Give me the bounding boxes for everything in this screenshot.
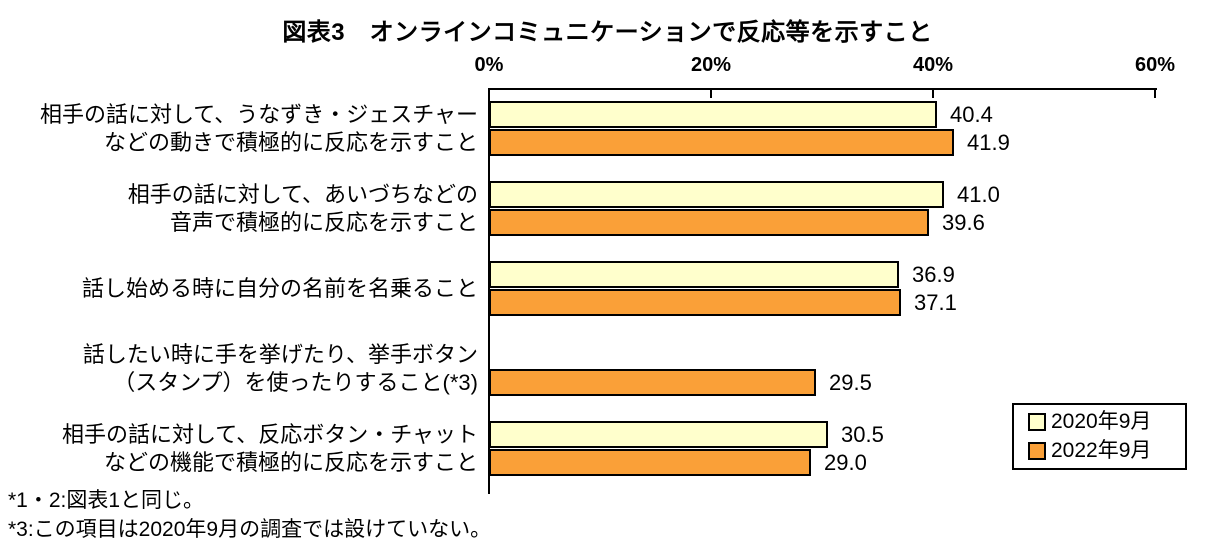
axis-tick-label: 0% <box>474 54 504 76</box>
value-label: 29.0 <box>824 450 867 475</box>
footnote-2: *3:この項目は2020年9月の調査では設けていない。 <box>8 518 492 541</box>
x-axis-line <box>489 88 1157 90</box>
bar-2020年9月 <box>489 421 828 448</box>
bar-2022年9月 <box>489 369 816 396</box>
category-label-line: 相手の話に対して、反応ボタン・チャット <box>61 421 478 447</box>
axis-tick-label: 60% <box>1134 54 1176 76</box>
category-label-line: 相手の話に対して、うなずき・ジェスチャー <box>39 101 478 127</box>
axis-tick-label: 40% <box>912 54 954 76</box>
axis-tick-mark <box>932 88 934 98</box>
axis-tick-label: 20% <box>690 54 732 76</box>
bar-2022年9月 <box>489 129 954 156</box>
bar-2020年9月 <box>489 181 944 208</box>
bar-2022年9月 <box>489 289 901 316</box>
bar-2022年9月 <box>489 449 811 476</box>
legend: 2020年9月 2022年9月 <box>1012 403 1187 470</box>
legend-label-2022: 2022年9月 <box>1051 438 1152 462</box>
value-label: 40.4 <box>950 102 993 127</box>
legend-label-2020: 2020年9月 <box>1051 410 1152 434</box>
value-label: 36.9 <box>912 262 955 287</box>
legend-swatch-2022 <box>1028 441 1046 460</box>
value-label: 39.6 <box>942 210 985 235</box>
category-label-line: などの動きで積極的に反応を示すこと <box>103 129 478 155</box>
category-label-line: などの機能で積極的に反応を示すこと <box>103 449 478 475</box>
category-label: 話し始める時に自分の名前を名乗ること <box>0 250 478 327</box>
bar-2022年9月 <box>489 209 929 236</box>
value-label: 29.5 <box>829 370 872 395</box>
value-label: 41.0 <box>957 182 1000 207</box>
footnote-1: *1・2:図表1と同じ。 <box>8 489 205 512</box>
value-label: 41.9 <box>967 130 1010 155</box>
axis-tick-mark <box>710 88 712 98</box>
legend-swatch-2020 <box>1028 413 1046 432</box>
category-label: 相手の話に対して、あいづちなどの 音声で積極的に反応を示すこと <box>0 170 478 247</box>
category-label: 相手の話に対して、うなずき・ジェスチャー などの動きで積極的に反応を示すこと <box>0 90 478 167</box>
value-label: 30.5 <box>841 422 884 447</box>
category-label: 相手の話に対して、反応ボタン・チャット などの機能で積極的に反応を示すこと <box>0 410 478 487</box>
legend-item-2020: 2020年9月 <box>1028 411 1185 433</box>
category-label-line: 音声で積極的に反応を示すこと <box>169 209 478 235</box>
category-label: 話したい時に手を挙げたり、挙手ボタン （スタンプ）を使ったりすること(*3) <box>0 330 478 407</box>
category-label-line: 話したい時に手を挙げたり、挙手ボタン <box>82 341 478 367</box>
category-label-line: （スタンプ）を使ったりすること(*3) <box>113 369 478 395</box>
bar-2020年9月 <box>489 101 937 128</box>
legend-item-2022: 2022年9月 <box>1028 438 1185 462</box>
category-label-line: 相手の話に対して、あいづちなどの <box>127 181 478 207</box>
value-label: 37.1 <box>914 290 957 315</box>
chart-title: 図表3 オンラインコミュニケーションで反応等を示すこと <box>282 19 933 46</box>
footnotes: *1・2:図表1と同じ。 *3:この項目は2020年9月の調査では設けていない。 <box>8 486 491 544</box>
bar-2020年9月 <box>489 261 899 288</box>
category-label-line: 話し始める時に自分の名前を名乗ること <box>81 275 478 301</box>
axis-tick-mark <box>1154 88 1156 98</box>
